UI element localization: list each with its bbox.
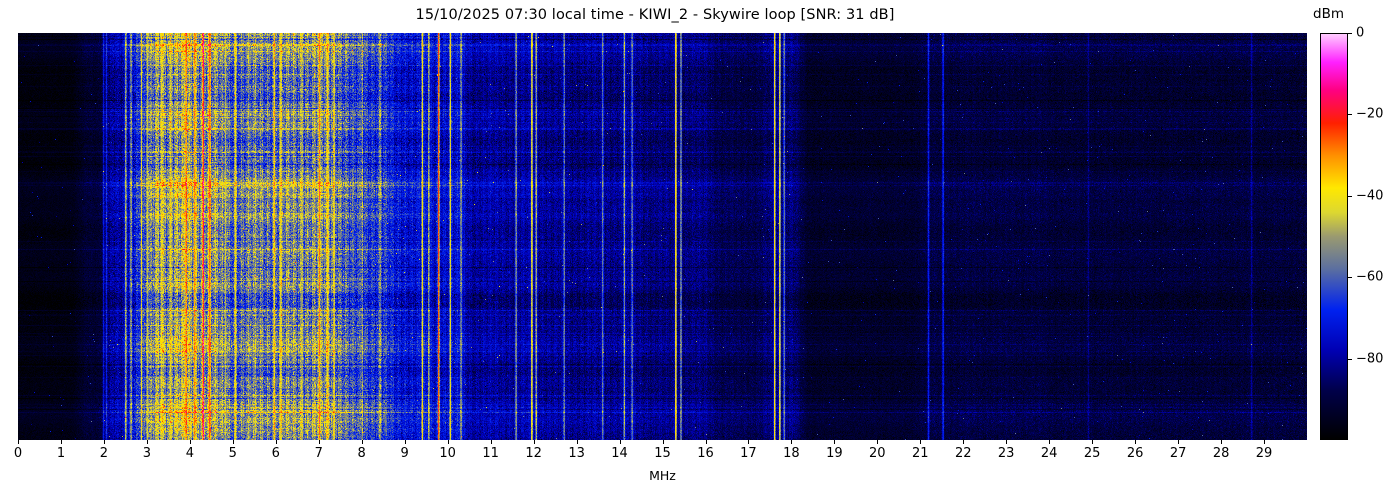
- x-axis-tick-mark: [748, 440, 750, 444]
- x-axis-tick-label: 20: [869, 446, 886, 461]
- x-axis-tick-label: 18: [783, 446, 800, 461]
- x-axis-tick-label: 26: [1126, 446, 1144, 461]
- x-axis-tick-mark: [146, 440, 148, 444]
- colorbar: [1320, 33, 1348, 440]
- colorbar-tick-mark: [1348, 195, 1352, 197]
- x-axis-tick-mark: [404, 440, 406, 444]
- x-axis-tick-mark: [61, 440, 62, 444]
- x-axis-tick-label: 2: [99, 446, 109, 461]
- x-axis-tick-mark: [490, 440, 492, 444]
- spectrogram-canvas[interactable]: [18, 33, 1307, 440]
- x-axis-tick-label: 7: [314, 446, 323, 461]
- x-axis-tick-label: 16: [697, 446, 714, 461]
- x-axis-tick-mark: [189, 440, 191, 444]
- x-axis-tick-label: 25: [1083, 446, 1101, 461]
- x-axis-tick-label: 23: [997, 446, 1015, 461]
- x-axis-tick-label: 27: [1169, 446, 1187, 461]
- x-axis-tick-mark: [1092, 440, 1094, 444]
- x-axis-title: MHz: [649, 468, 676, 483]
- colorbar-tick-mark: [1348, 358, 1352, 360]
- x-axis-tick-label: 10: [439, 446, 456, 461]
- x-axis-tick-mark: [920, 440, 922, 444]
- x-axis-tick-mark: [834, 440, 836, 444]
- x-axis-tick-mark: [1178, 440, 1180, 444]
- x-axis-tick-mark: [1264, 440, 1265, 444]
- x-axis-tick-mark: [1049, 440, 1051, 444]
- x-axis-tick-label: 29: [1255, 446, 1273, 461]
- x-axis-tick-label: 11: [482, 446, 499, 461]
- x-axis-tick-mark: [1135, 440, 1137, 444]
- x-axis-tick-label: 4: [185, 446, 195, 461]
- colorbar-tick-mark: [1348, 277, 1352, 279]
- x-axis-tick-mark: [103, 440, 105, 444]
- spectrogram-panel[interactable]: [18, 33, 1307, 440]
- x-axis-tick-label: 22: [955, 446, 972, 461]
- colorbar-tick-mark: [1348, 114, 1352, 116]
- x-axis-tick-label: 1: [56, 446, 66, 461]
- page-title: 15/10/2025 07:30 local time - KIWI_2 - S…: [415, 7, 895, 23]
- x-axis-tick-mark: [963, 440, 965, 444]
- x-axis-tick-mark: [447, 440, 449, 444]
- x-axis-tick-mark: [232, 440, 234, 444]
- x-axis-tick-mark: [619, 440, 621, 444]
- x-axis-tick-label: 12: [525, 446, 542, 461]
- x-axis-tick-mark: [791, 440, 793, 444]
- x-axis-tick-label: 3: [142, 446, 152, 461]
- x-axis-tick-mark: [275, 440, 277, 444]
- x-axis-tick-label: 19: [826, 446, 843, 461]
- x-axis-tick-mark: [361, 440, 363, 444]
- x-axis-tick-label: 9: [400, 446, 409, 461]
- x-axis: 0 1 2 3 4 5 6 7 8 9 10 11 12 13 14 15 16 17 18 19 20 21 22 23 24…: [14, 440, 1307, 480]
- colorbar-gradient: [1321, 34, 1347, 439]
- x-axis-tick-label: 28: [1212, 446, 1230, 461]
- x-axis-tick-mark: [18, 440, 19, 444]
- x-axis-tick-label: 0: [13, 446, 23, 461]
- x-axis-tick-mark: [705, 440, 707, 444]
- x-axis-tick-label: 24: [1040, 446, 1058, 461]
- x-axis-tick-label: 21: [912, 446, 929, 461]
- x-axis-tick-mark: [1221, 440, 1223, 444]
- x-axis-tick-label: 8: [357, 446, 366, 461]
- colorbar-axis: 0 −20 −40 −60 −80: [1348, 26, 1400, 440]
- colorbar-tick-label: −20: [1356, 106, 1384, 122]
- x-axis-tick-mark: [662, 440, 664, 444]
- colorbar-tick-mark: [1348, 33, 1352, 34]
- colorbar-title: dBm: [1313, 6, 1344, 22]
- x-axis-tick-mark: [1006, 440, 1008, 444]
- x-axis-tick-label: 17: [740, 446, 757, 461]
- x-axis-tick-mark: [877, 440, 879, 444]
- x-axis-tick-mark: [533, 440, 535, 444]
- x-axis-tick-mark: [576, 440, 578, 444]
- x-axis-tick-label: 15: [654, 446, 671, 461]
- x-axis-tick-label: 13: [568, 446, 585, 461]
- colorbar-tick-label: −80: [1356, 351, 1384, 367]
- x-axis-tick-label: 6: [271, 446, 280, 461]
- colorbar-tick-label: −40: [1356, 188, 1384, 204]
- colorbar-tick-label: −60: [1356, 269, 1384, 285]
- x-axis-tick-mark: [318, 440, 320, 444]
- colorbar-tick-label: 0: [1356, 25, 1365, 41]
- x-axis-tick-label: 14: [611, 446, 628, 461]
- x-axis-tick-label: 5: [228, 446, 237, 461]
